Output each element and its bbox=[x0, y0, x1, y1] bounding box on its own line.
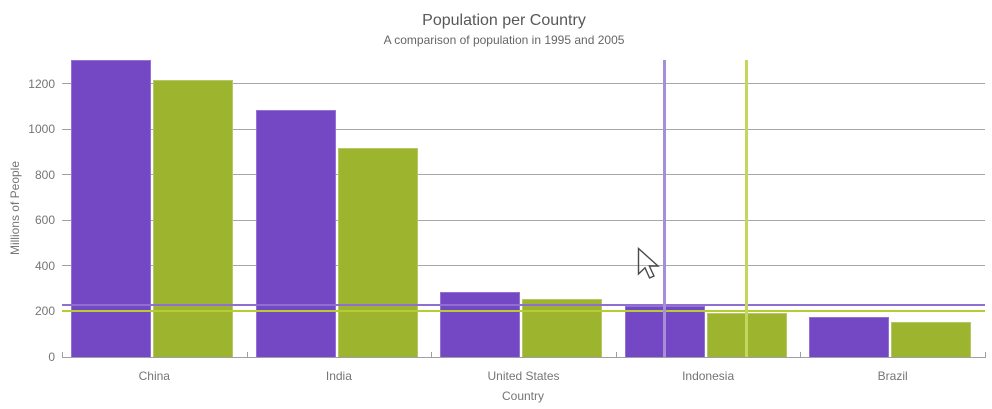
x-axis-label-united-states: United States bbox=[487, 369, 560, 383]
y-axis-tick-label: 600 bbox=[34, 213, 55, 228]
bar-india-1995[interactable] bbox=[337, 147, 418, 357]
value-indicator-line-2005 bbox=[62, 303, 985, 306]
mouse-cursor-icon bbox=[637, 247, 660, 279]
x-axis-tick bbox=[246, 352, 248, 358]
y-gridline bbox=[62, 128, 985, 130]
chart-subtitle: A comparison of population in 1995 and 2… bbox=[383, 33, 625, 47]
y-axis-tick bbox=[63, 128, 71, 130]
x-axis-line bbox=[62, 357, 986, 358]
category-indicator-line-1995 bbox=[745, 60, 749, 357]
x-axis-tick bbox=[62, 352, 63, 358]
y-axis-tick bbox=[63, 174, 71, 176]
x-axis-tick bbox=[615, 352, 617, 358]
bar-united-states-2005[interactable] bbox=[440, 291, 521, 357]
x-axis-tick bbox=[985, 352, 986, 358]
value-indicator-line-1995 bbox=[62, 310, 985, 313]
x-axis-label-china: China bbox=[138, 369, 170, 383]
y-gridline bbox=[62, 265, 985, 267]
x-axis-label-indonesia: Indonesia bbox=[682, 369, 735, 383]
y-axis-tick-label: 800 bbox=[34, 167, 55, 182]
y-axis-tick bbox=[63, 83, 71, 85]
x-axis-title: Country bbox=[501, 389, 545, 403]
x-axis-label-brazil: Brazil bbox=[877, 369, 908, 383]
x-axis-tick bbox=[800, 352, 802, 358]
chart-title: Population per Country bbox=[422, 12, 586, 29]
category-indicator-line-2005 bbox=[663, 60, 667, 357]
y-axis-tick bbox=[63, 265, 71, 267]
y-gridline bbox=[62, 83, 985, 85]
y-gridline bbox=[62, 219, 985, 221]
bar-india-2005[interactable] bbox=[255, 109, 336, 357]
y-axis-tick-label: 400 bbox=[34, 258, 55, 273]
x-axis-tick bbox=[431, 352, 433, 358]
bar-brazil-1995[interactable] bbox=[891, 322, 972, 357]
y-gridline bbox=[62, 174, 985, 176]
y-axis-tick-label: 0 bbox=[48, 350, 55, 364]
y-axis-tick-label: 200 bbox=[34, 304, 55, 319]
y-axis-tick-label: 1000 bbox=[28, 122, 55, 137]
bar-united-states-1995[interactable] bbox=[522, 299, 603, 357]
bar-china-1995[interactable] bbox=[153, 80, 233, 357]
bar-brazil-2005[interactable] bbox=[809, 316, 890, 357]
y-axis-tick bbox=[63, 219, 71, 221]
bar-china-2005[interactable] bbox=[71, 60, 151, 357]
x-axis-label-india: India bbox=[325, 369, 352, 383]
y-axis-tick-label: 1200 bbox=[28, 76, 55, 91]
